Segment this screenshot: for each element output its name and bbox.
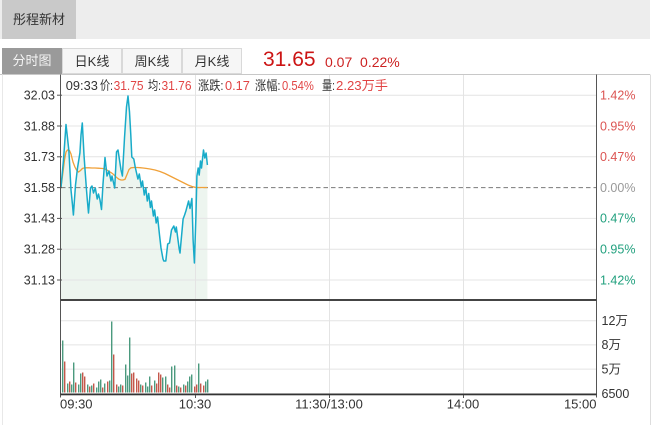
svg-text:31.88: 31.88 <box>24 119 55 133</box>
svg-text:14:00: 14:00 <box>447 397 480 412</box>
svg-text:6500: 6500 <box>602 387 630 401</box>
svg-text:0.47%: 0.47% <box>600 150 635 164</box>
svg-text:31.58: 31.58 <box>24 181 55 195</box>
svg-text:32.03: 32.03 <box>24 89 55 103</box>
svg-text:10:30: 10:30 <box>179 397 212 412</box>
svg-text:11:30/13:00: 11:30/13:00 <box>295 397 363 412</box>
svg-text:31.28: 31.28 <box>24 243 55 257</box>
svg-text:12万: 12万 <box>602 314 628 328</box>
svg-text:1.42%: 1.42% <box>600 273 635 287</box>
svg-text:09:30: 09:30 <box>60 397 93 412</box>
svg-text:0.95%: 0.95% <box>600 243 635 257</box>
svg-text:1.42%: 1.42% <box>600 89 635 103</box>
svg-text:0.47%: 0.47% <box>600 212 635 226</box>
svg-text:5万: 5万 <box>602 362 621 376</box>
svg-text:8万: 8万 <box>602 338 621 352</box>
svg-text:31.43: 31.43 <box>24 212 55 226</box>
svg-text:31.73: 31.73 <box>24 150 55 164</box>
svg-text:0.95%: 0.95% <box>600 119 635 133</box>
svg-text:15:00: 15:00 <box>564 397 597 412</box>
svg-text:0.00%: 0.00% <box>600 181 635 195</box>
svg-text:31.13: 31.13 <box>24 273 55 287</box>
